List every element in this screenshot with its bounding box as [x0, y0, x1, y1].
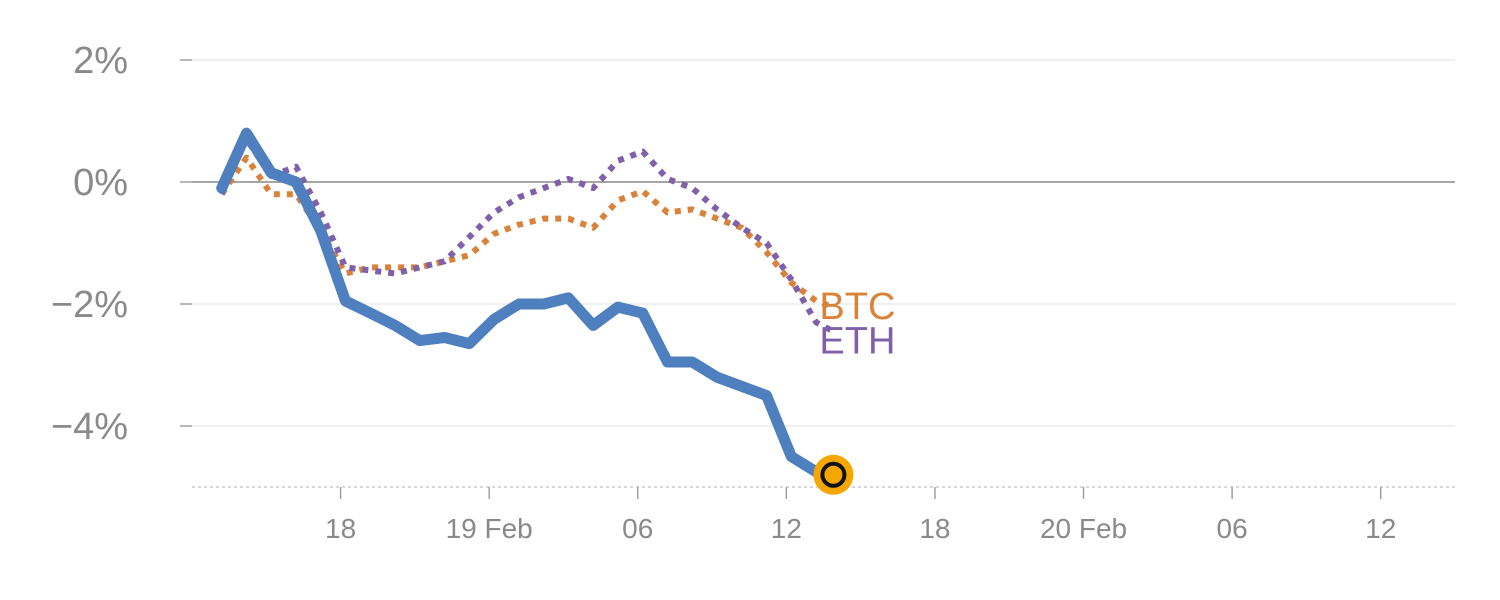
x-tick-label: 19 Feb — [446, 513, 533, 544]
x-tick-label: 12 — [771, 513, 802, 544]
x-tick-label: 18 — [325, 513, 356, 544]
y-tick-label: 0% — [73, 162, 128, 204]
series-line-eth — [218, 136, 835, 335]
highlight-marker-dot — [820, 461, 847, 488]
y-tick-label: 2% — [73, 40, 128, 82]
x-tick-label: 06 — [1217, 513, 1248, 544]
highlight-marker-group — [813, 454, 854, 495]
series-line-btc — [219, 154, 835, 310]
x-tick-labels: 18 19 Feb 06 12 18 20 Feb 06 12 — [325, 487, 1396, 544]
x-tick-label: 18 — [919, 513, 950, 544]
y-tick-label: −4% — [51, 406, 128, 448]
gridlines — [192, 59, 1455, 427]
series-label-eth: ETH — [819, 320, 895, 362]
x-tick-label: 20 Feb — [1040, 513, 1127, 544]
series-line-main — [216, 127, 839, 481]
y-tick-labels: 2% 0% −2% −4% — [51, 40, 192, 448]
series-labels: BTC ETH — [819, 286, 895, 362]
series-label-btc: BTC — [819, 286, 895, 328]
x-tick-label: 06 — [622, 513, 653, 544]
y-tick-label: −2% — [51, 284, 128, 326]
series-lines — [216, 127, 839, 481]
highlight-marker-ring — [813, 454, 854, 495]
x-tick-label: 12 — [1365, 513, 1396, 544]
